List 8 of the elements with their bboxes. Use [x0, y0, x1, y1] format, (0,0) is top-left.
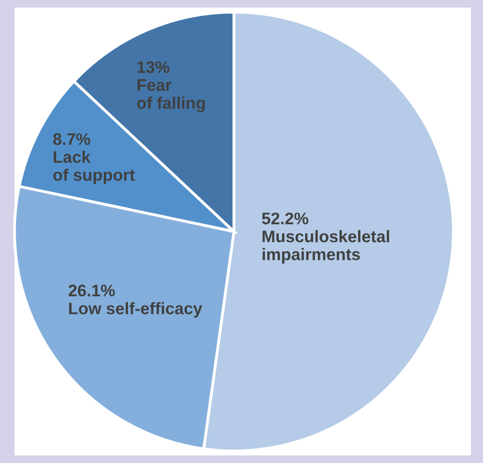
slice-label: Fear of falling — [137, 79, 205, 112]
slice-label: Musculoskeletal impairments — [262, 230, 390, 264]
data-label: 52.2% — [262, 212, 308, 224]
data-label: 26.1% — [68, 284, 115, 296]
data-label: 8.7% — [53, 133, 90, 145]
data-label: 13% — [138, 61, 170, 74]
slice-label: Low self-efficacy — [69, 302, 202, 318]
slice-label: Lack of support — [53, 150, 135, 184]
